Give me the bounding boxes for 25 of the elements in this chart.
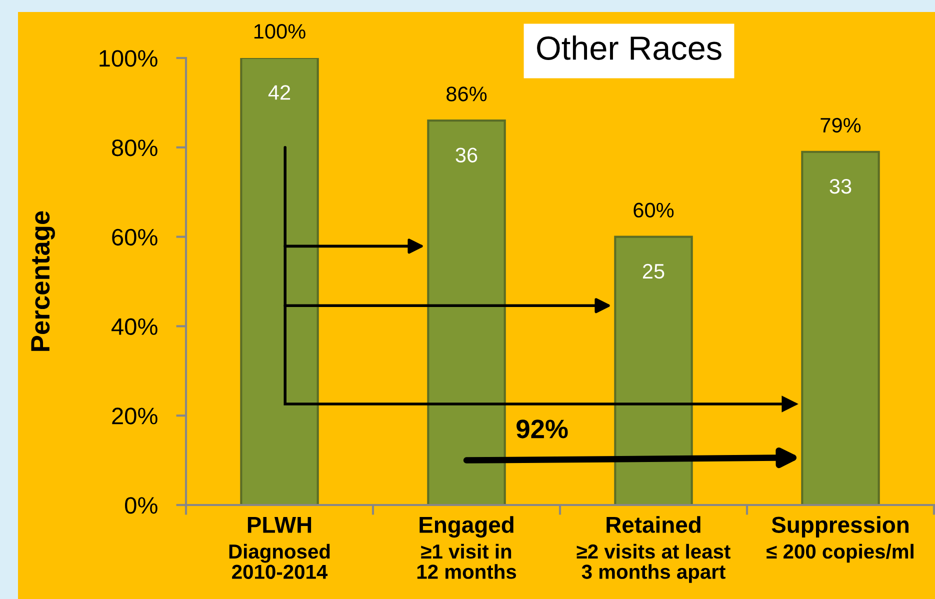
annotation: 25 bbox=[642, 264, 664, 279]
bar bbox=[614, 236, 693, 505]
annotation: 42 bbox=[268, 85, 290, 100]
y-tick-label: 60% bbox=[112, 228, 158, 246]
annotation: 33 bbox=[830, 178, 852, 194]
y-tick-label: 0% bbox=[125, 497, 158, 514]
data-label: 100% bbox=[254, 24, 306, 39]
annotation: 92% bbox=[516, 420, 568, 438]
data-label: 79% bbox=[820, 118, 861, 133]
y-tick-label: 20% bbox=[112, 408, 158, 424]
data-label: 60% bbox=[634, 202, 674, 218]
y-axis-title: Percentage bbox=[31, 211, 55, 351]
category-label: PLWH Diagnosed 2010-2014 bbox=[229, 516, 330, 579]
data-label: 86% bbox=[446, 86, 487, 102]
category-label: Engaged ≥1 visit in 12 months bbox=[417, 516, 516, 579]
bar bbox=[240, 58, 319, 505]
annotation: 36 bbox=[456, 148, 478, 162]
bar bbox=[427, 120, 506, 505]
chart-title: Other Races bbox=[537, 35, 722, 60]
y-tick-label: 40% bbox=[112, 318, 158, 335]
y-tick-label: 80% bbox=[112, 139, 158, 156]
y-tick-label: 100% bbox=[100, 50, 158, 67]
bar bbox=[801, 150, 880, 505]
category-label: Retained ≥2 visits at least 3 months apart bbox=[576, 516, 730, 583]
category-label: Suppression ≤ 200 copies/ml bbox=[766, 516, 914, 563]
